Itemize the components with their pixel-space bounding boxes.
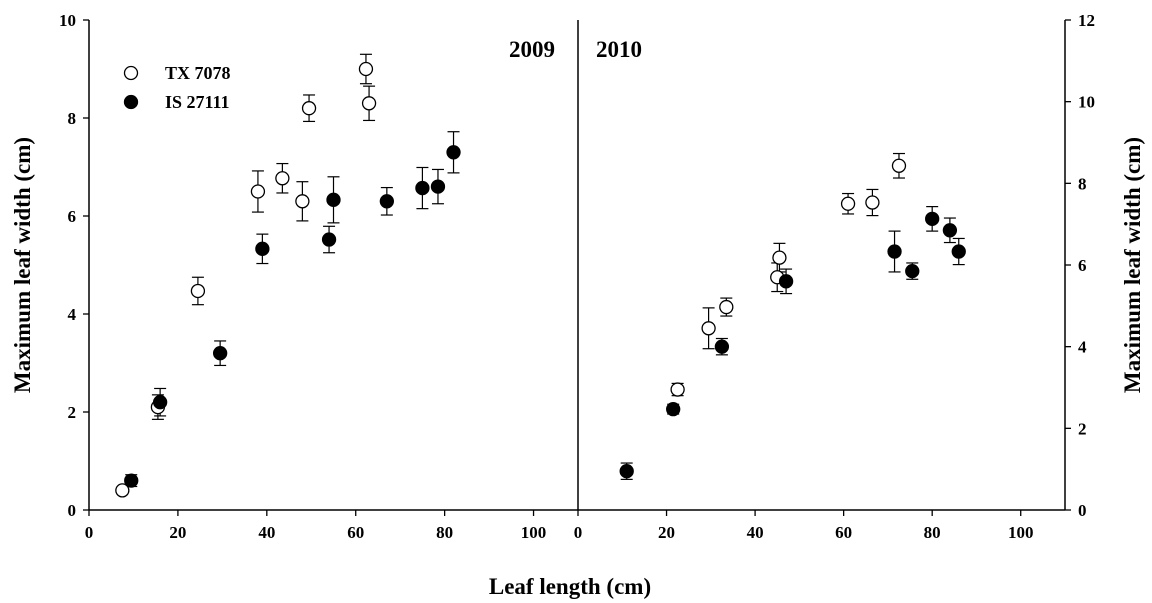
panel-2009-tx-7078-point-5: [295, 194, 310, 209]
x-axis-title: Leaf length (cm): [489, 574, 651, 599]
panel-2010-y-tick-label-4: 4: [1078, 338, 1087, 357]
panel-2010-tx-7078-point-7: [891, 158, 907, 173]
panel-2010-y-tick-label-12: 12: [1078, 11, 1095, 30]
panel-2009-tx-7078-point-7: [358, 61, 374, 77]
y-axis-title-right: Maximum leaf width (cm): [1120, 137, 1145, 393]
panel-2009-tx-7078-point-6: [301, 101, 317, 116]
panel-2010-x-tick-label-0: 0: [574, 523, 583, 542]
panel-2010-y-tick-label-0: 0: [1078, 501, 1087, 520]
panel-2009-tx-7078-point-0: [115, 483, 130, 498]
panel-2009-is-27111-point-7: [415, 180, 430, 196]
panel-2009-is-27111-point-1: [152, 395, 168, 410]
panel-2010-tx-7078-point-2: [719, 299, 734, 315]
panel-2010-is-27111-point-0: [619, 464, 634, 479]
errorbars-layer: [125, 53, 965, 488]
panel-2010-y-tick-label-8: 8: [1078, 174, 1087, 193]
panel-2009-is-27111-point-3: [255, 241, 270, 256]
points-layer: [115, 61, 966, 498]
panel-2010-is-27111-point-3: [778, 274, 794, 289]
panel-2010-x-tick-label-20: 20: [658, 523, 675, 542]
panel-2009-tx-7078-point-3: [250, 184, 266, 199]
legend-label-tx-7078: TX 7078: [165, 63, 231, 83]
panel-2009-is-27111-point-8: [430, 179, 446, 194]
panel-2009-x-tick-label-40: 40: [258, 523, 275, 542]
panel-2010-is-27111-point-4: [887, 244, 902, 259]
panel-2009-x-tick-label-80: 80: [436, 523, 453, 542]
panel-2010-tx-7078-point-6: [865, 195, 880, 210]
legend-label-is-27111: IS 27111: [165, 92, 230, 112]
panel-2009-tx-7078-point-2: [190, 283, 206, 299]
panel-2010-tx-7078-point-0: [670, 382, 685, 397]
panel-2009-y-tick-label-8: 8: [68, 109, 77, 128]
panel-2009-y-tick-label-4: 4: [68, 305, 77, 324]
panel-2009-y-tick-label-10: 10: [59, 11, 76, 30]
panel-2009-y-tick-label-2: 2: [68, 403, 77, 422]
panel-2010-is-27111-point-1: [666, 401, 681, 417]
panel-2010-x-tick-label-40: 40: [747, 523, 764, 542]
panel-2010-y-tick-label-2: 2: [1078, 419, 1087, 438]
panel-2010-y-tick-label-6: 6: [1078, 256, 1087, 275]
panel-2009-x-tick-label-60: 60: [347, 523, 364, 542]
panel-2009-tx-7078-point-4: [275, 171, 290, 186]
panel-2009-is-27111-point-0: [124, 473, 139, 488]
panel-label-2010: 2010: [596, 37, 642, 62]
panel-2009-is-27111-point-5: [326, 192, 341, 207]
panel-2010-is-27111-point-7: [942, 223, 958, 238]
panel-2010-is-27111-point-2: [714, 339, 730, 354]
legend-marker-tx-7078: [123, 65, 139, 81]
panel-2010-tx-7078-point-1: [701, 321, 716, 336]
panel-2009-tx-7078-point-8: [361, 96, 377, 111]
panel-2009-x-tick-label-20: 20: [169, 523, 186, 542]
legend-marker-is-27111: [123, 94, 139, 110]
panel-2010-x-tick-label-60: 60: [835, 523, 852, 542]
panel-2010-x-tick-label-100: 100: [1008, 523, 1034, 542]
panel-2009-y-tick-label-6: 6: [68, 207, 77, 226]
panel-2010-y-tick-label-10: 10: [1078, 93, 1095, 112]
panel-2009-y-tick-label-0: 0: [68, 501, 77, 520]
y-axis-title-left: Maximum leaf width (cm): [10, 137, 35, 393]
panel-2010-tx-7078-point-5: [840, 196, 856, 211]
panel-2009-x-tick-label-0: 0: [85, 523, 94, 542]
panel-2009-is-27111-point-2: [212, 346, 228, 361]
panel-2009-is-27111-point-6: [379, 194, 394, 209]
panel-2010-is-27111-point-8: [951, 244, 966, 259]
legend: TX 7078 IS 27111: [123, 63, 231, 112]
panel-2010-tx-7078-point-4: [772, 250, 787, 265]
panel-2010-is-27111-point-6: [925, 211, 940, 227]
panel-2009-is-27111-point-9: [446, 145, 461, 160]
panel-2010-is-27111-point-5: [905, 263, 920, 279]
panel-2009-is-27111-point-4: [321, 232, 337, 247]
panel-label-2009: 2009: [509, 37, 555, 62]
panel-2010-x-tick-label-80: 80: [924, 523, 941, 542]
panel-2009-x-tick-label-100: 100: [521, 523, 547, 542]
